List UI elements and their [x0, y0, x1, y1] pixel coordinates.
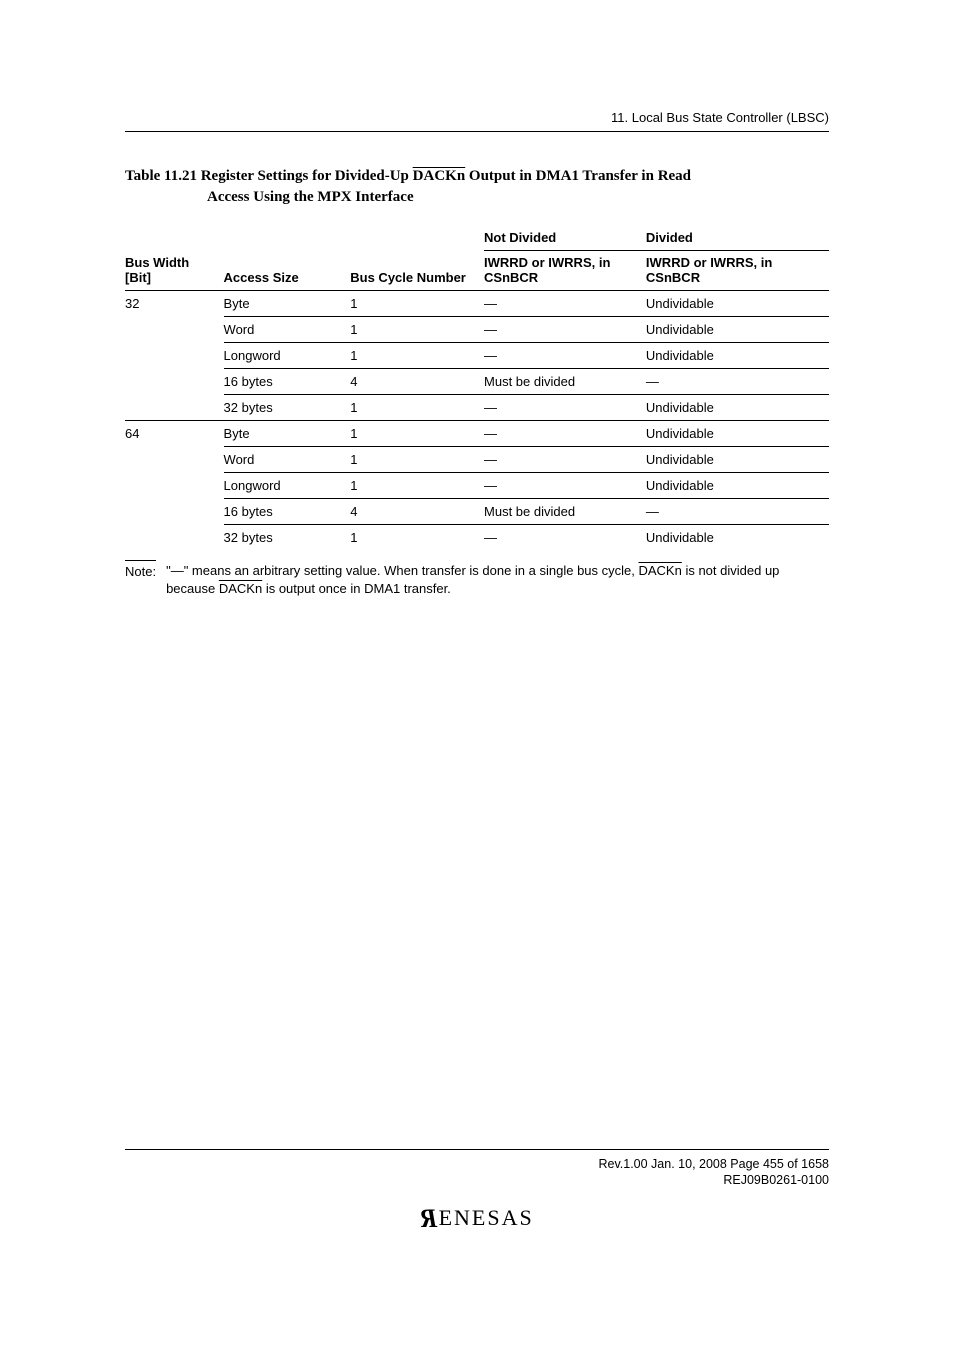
cell-bcn: 1	[350, 446, 484, 472]
cell-nd: —	[484, 472, 646, 498]
cell-dv: Undividable	[646, 472, 829, 498]
renesas-logo: RENESAS	[125, 1202, 829, 1232]
cell-bw	[125, 524, 224, 550]
note-label: Note:	[125, 560, 156, 598]
logo-r-icon: R	[420, 1204, 437, 1234]
cell-dv: Undividable	[646, 290, 829, 316]
register-settings-table: Not Divided Divided Bus Width [Bit] Acce…	[125, 226, 829, 550]
cell-nd: Must be divided	[484, 368, 646, 394]
footer-rule	[125, 1149, 829, 1150]
th-iwrrd-not: IWRRD or IWRRS, in CSnBCR	[484, 250, 646, 290]
cell-bw	[125, 446, 224, 472]
cell-bcn: 1	[350, 524, 484, 550]
cell-nd: —	[484, 446, 646, 472]
footer-line2: REJ09B0261-0100	[125, 1172, 829, 1188]
th-bus-cycle-number: Bus Cycle Number	[350, 250, 484, 290]
cell-nd: —	[484, 316, 646, 342]
cell-dv: Undividable	[646, 446, 829, 472]
th-empty	[350, 226, 484, 250]
cell-bcn: 1	[350, 472, 484, 498]
note-part1: "—" means an arbitrary setting value. Wh…	[166, 563, 638, 578]
page-footer: Rev.1.00 Jan. 10, 2008 Page 455 of 1658 …	[125, 1149, 829, 1233]
note-body: "—" means an arbitrary setting value. Wh…	[166, 560, 829, 598]
cell-dv: Undividable	[646, 394, 829, 420]
cell-bcn: 1	[350, 420, 484, 446]
th-divided: Divided	[646, 226, 829, 250]
cell-bcn: 1	[350, 394, 484, 420]
cell-dv: Undividable	[646, 342, 829, 368]
caption-prefix: Table 11.21 Register Settings for Divide…	[125, 168, 413, 184]
cell-bcn: 4	[350, 498, 484, 524]
cell-bw	[125, 498, 224, 524]
cell-dv: Undividable	[646, 524, 829, 550]
caption-overline-1: DACKn	[413, 168, 466, 184]
cell-as: 32 bytes	[224, 394, 351, 420]
cell-bcn: 4	[350, 368, 484, 394]
note-over2: DACKn	[219, 581, 262, 596]
cell-dv: Undividable	[646, 316, 829, 342]
cell-as: Word	[224, 316, 351, 342]
cell-bcn: 1	[350, 290, 484, 316]
cell-nd: —	[484, 524, 646, 550]
note-part3: is output once in DMA1 transfer.	[262, 581, 451, 596]
note-over1: DACKn	[638, 563, 681, 578]
cell-bw	[125, 368, 224, 394]
cell-bcn: 1	[350, 342, 484, 368]
cell-dv: Undividable	[646, 420, 829, 446]
cell-nd: Must be divided	[484, 498, 646, 524]
cell-as: Longword	[224, 342, 351, 368]
cell-nd: —	[484, 342, 646, 368]
cell-bw	[125, 472, 224, 498]
cell-dv: —	[646, 368, 829, 394]
cell-bw	[125, 342, 224, 368]
cell-bw	[125, 394, 224, 420]
cell-as: 16 bytes	[224, 368, 351, 394]
cell-nd: —	[484, 290, 646, 316]
cell-nd: —	[484, 394, 646, 420]
th-empty	[224, 226, 351, 250]
footer-text: Rev.1.00 Jan. 10, 2008 Page 455 of 1658 …	[125, 1156, 829, 1189]
th-not-divided: Not Divided	[484, 226, 646, 250]
cell-bcn: 1	[350, 316, 484, 342]
th-bus-width: Bus Width [Bit]	[125, 250, 224, 290]
th-empty	[125, 226, 224, 250]
cell-as: Longword	[224, 472, 351, 498]
logo-text: ENESAS	[439, 1205, 534, 1230]
cell-as: Word	[224, 446, 351, 472]
cell-bw: 64	[125, 420, 224, 446]
caption-suffix1: Output in DMA1 Transfer in Read	[465, 168, 691, 184]
th-iwrrd-div: IWRRD or IWRRS, in CSnBCR	[646, 250, 829, 290]
table-note: Note: "—" means an arbitrary setting val…	[125, 556, 829, 598]
cell-nd: —	[484, 420, 646, 446]
footer-line1: Rev.1.00 Jan. 10, 2008 Page 455 of 1658	[125, 1156, 829, 1172]
cell-as: Byte	[224, 420, 351, 446]
running-head: 11. Local Bus State Controller (LBSC)	[125, 110, 829, 132]
th-access-size: Access Size	[224, 250, 351, 290]
cell-dv: —	[646, 498, 829, 524]
caption-line2: Access Using the MPX Interface	[125, 187, 829, 208]
cell-bw: 32	[125, 290, 224, 316]
cell-as: 32 bytes	[224, 524, 351, 550]
cell-bw	[125, 316, 224, 342]
cell-as: Byte	[224, 290, 351, 316]
table-caption: Table 11.21 Register Settings for Divide…	[125, 166, 829, 208]
cell-as: 16 bytes	[224, 498, 351, 524]
